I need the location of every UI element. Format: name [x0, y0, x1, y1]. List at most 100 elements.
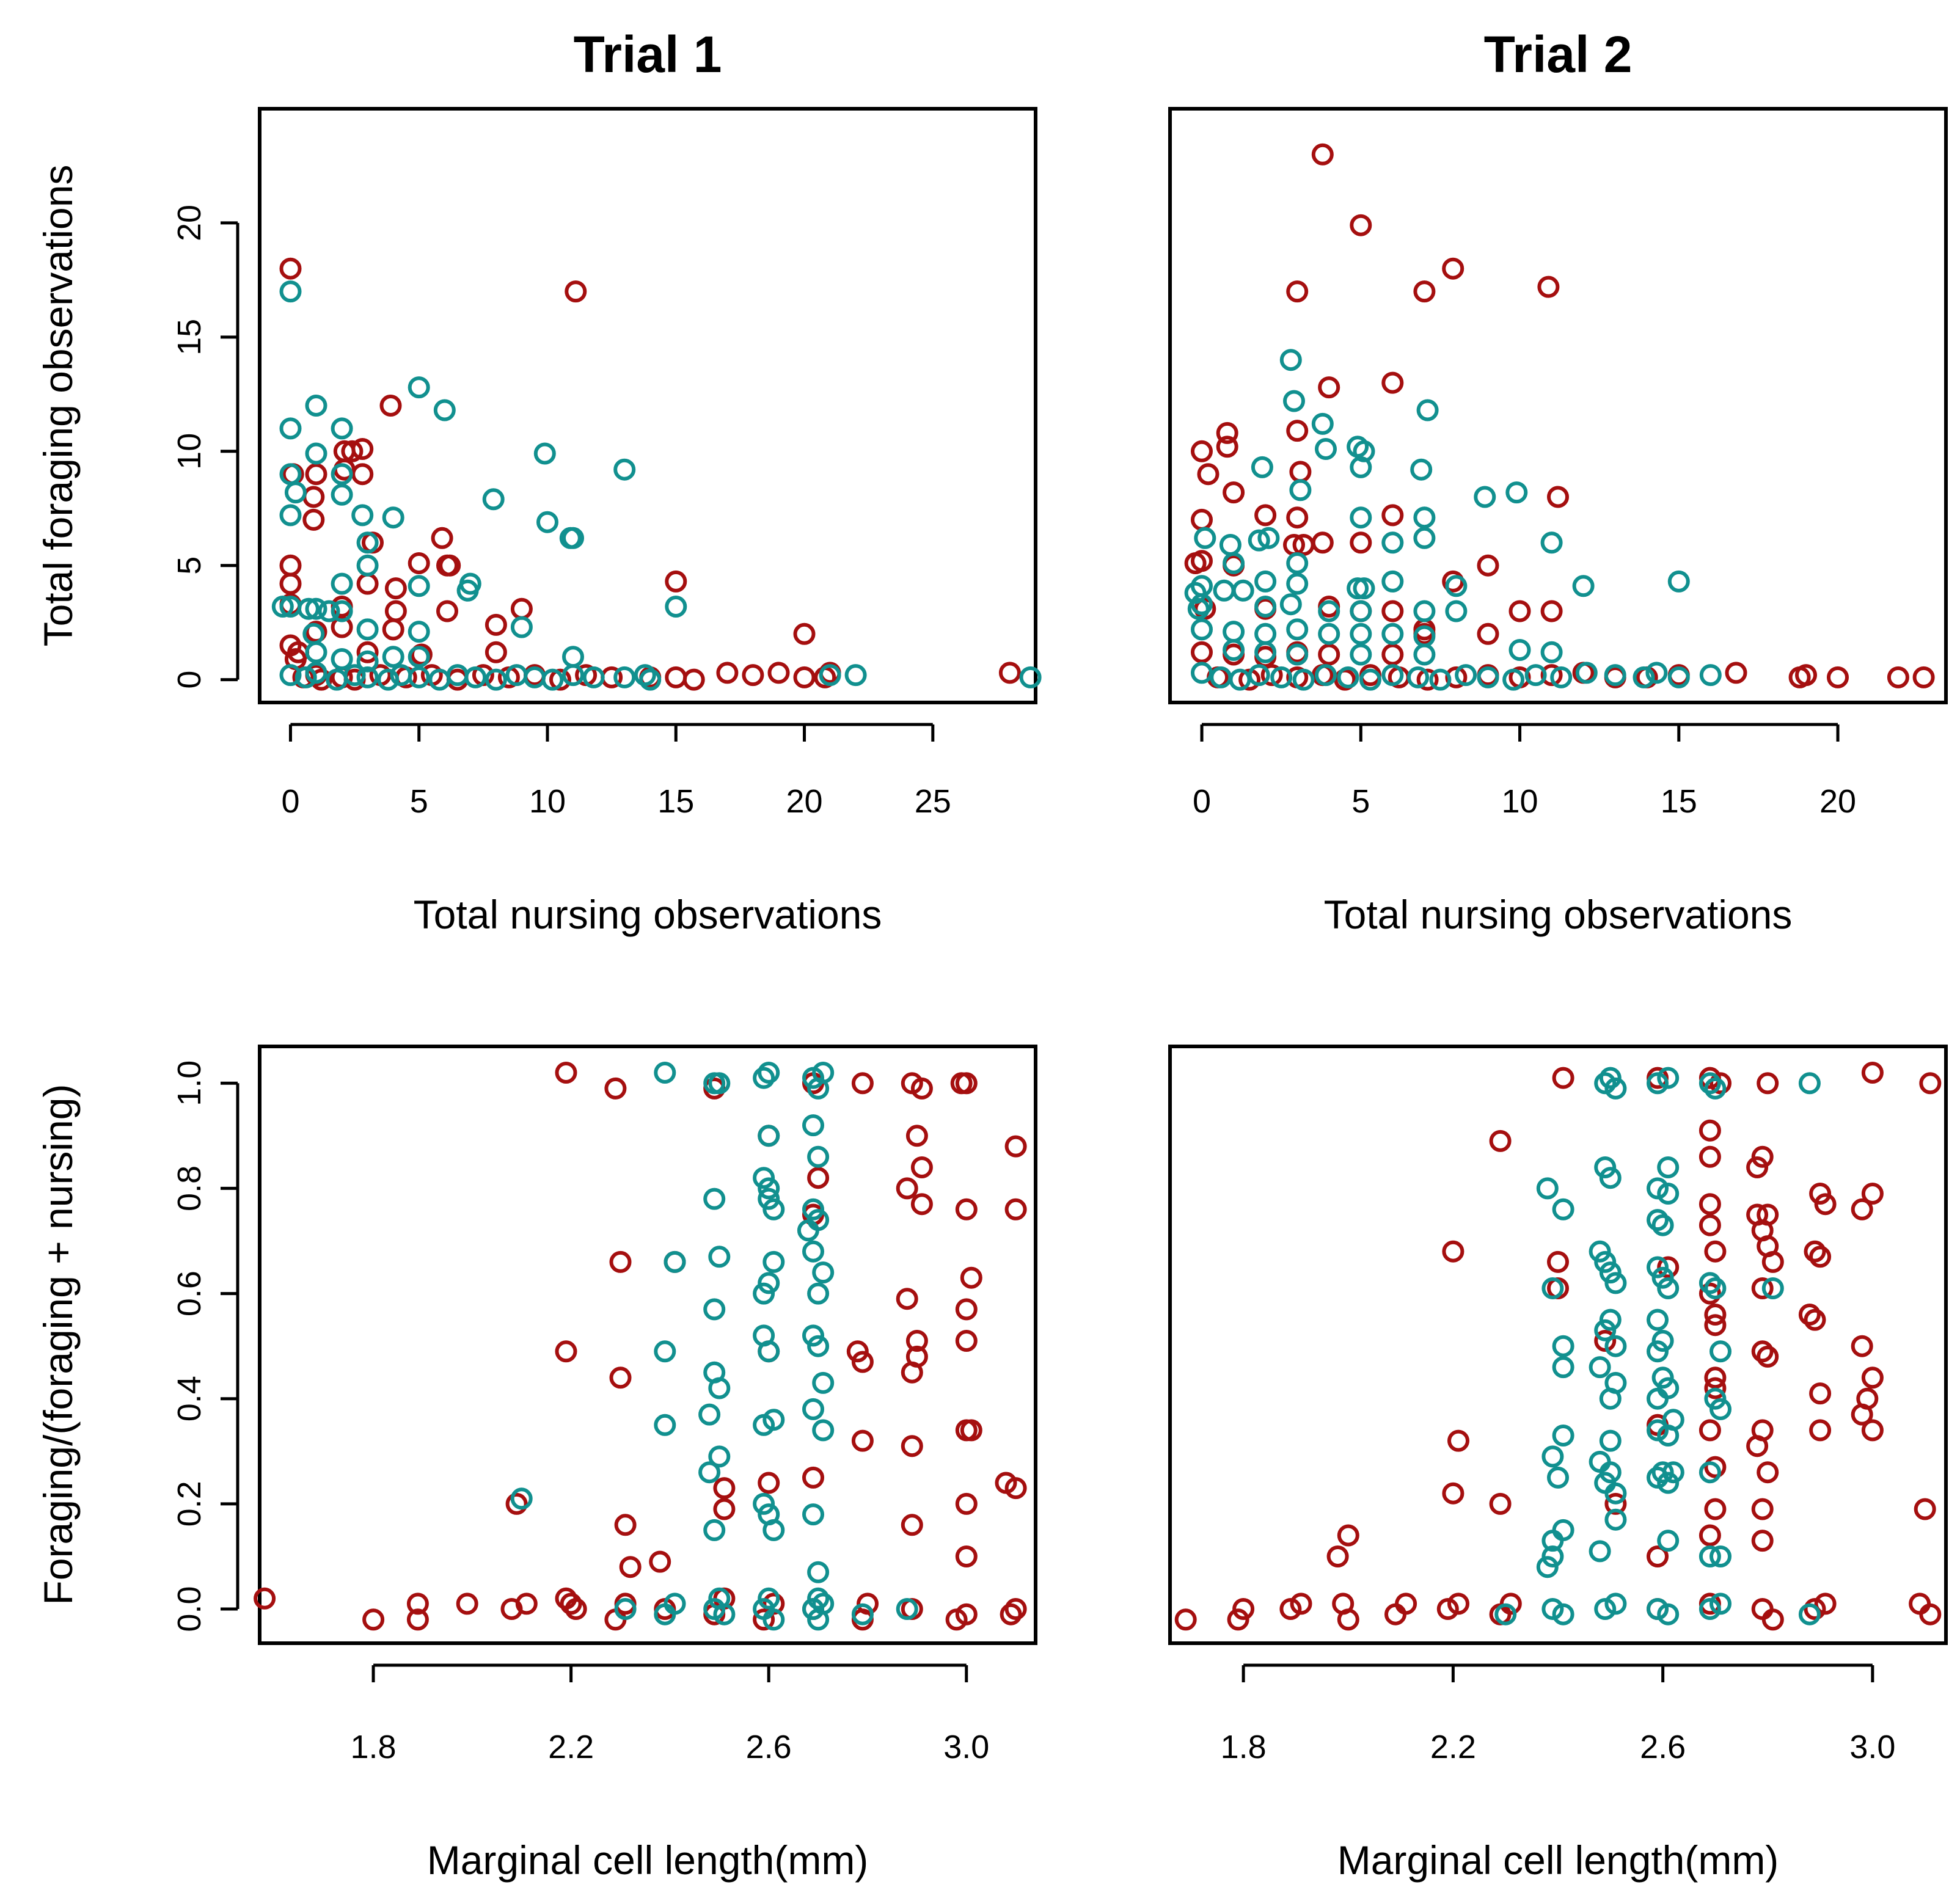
plot-frame	[1168, 1045, 1948, 1645]
data-point-red	[1395, 1593, 1417, 1615]
data-point-teal	[1704, 1077, 1727, 1100]
data-point-teal	[819, 664, 841, 687]
data-point-red	[254, 1587, 276, 1610]
data-point-red	[1751, 1340, 1774, 1363]
series-teal	[1184, 349, 1722, 691]
data-point-red	[555, 1340, 577, 1363]
data-point-teal	[284, 481, 307, 504]
data-point-red	[1861, 1183, 1884, 1205]
data-point-teal	[510, 616, 533, 638]
data-point-red	[851, 1072, 874, 1095]
data-point-teal	[1662, 1461, 1684, 1484]
data-point-red	[1216, 436, 1238, 458]
data-point-teal	[279, 664, 302, 687]
data-point-red	[1861, 1419, 1884, 1442]
data-point-teal	[1232, 579, 1254, 602]
x-tick-label: 15	[657, 783, 694, 820]
data-point-red	[1757, 1345, 1779, 1368]
data-point-teal	[1223, 621, 1245, 643]
data-point-red	[905, 1125, 928, 1147]
data-point-red	[767, 662, 790, 684]
data-point-red	[1552, 1067, 1574, 1089]
data-point-red	[1751, 1598, 1774, 1620]
data-point-teal	[1699, 1598, 1721, 1620]
data-point-red	[341, 440, 364, 462]
data-point-teal	[382, 646, 404, 668]
data-point-teal	[802, 1503, 824, 1526]
data-point-red	[793, 622, 816, 645]
data-point-teal	[762, 1519, 785, 1541]
data-point-red	[1795, 664, 1817, 687]
data-point-teal	[305, 641, 327, 663]
data-point-teal	[758, 1272, 780, 1294]
data-point-red	[1508, 600, 1531, 622]
data-point-red	[1761, 1608, 1784, 1631]
data-point-teal	[1254, 596, 1277, 618]
data-point-red	[1809, 1246, 1832, 1268]
data-point-red	[1279, 1598, 1302, 1620]
data-point-red	[1710, 1072, 1731, 1095]
data-point-red	[1286, 280, 1309, 303]
data-point-teal	[708, 1445, 731, 1468]
data-point-teal	[1647, 1419, 1669, 1442]
x-tick-label: 20	[1819, 783, 1856, 820]
data-point-teal	[1279, 349, 1302, 371]
data-point-teal	[1657, 1603, 1680, 1625]
data-point-teal	[1191, 618, 1213, 641]
x-tick-label: 20	[786, 783, 822, 820]
data-point-teal	[664, 1593, 686, 1615]
data-point-teal	[305, 442, 327, 465]
data-point-teal	[1502, 668, 1525, 691]
data-point-red	[1798, 1304, 1821, 1326]
data-point-teal	[753, 1282, 775, 1305]
data-point-teal	[1589, 1356, 1611, 1379]
data-point-teal	[279, 280, 302, 303]
data-point-teal	[408, 575, 430, 597]
data-point-red	[1699, 1193, 1721, 1216]
data-point-teal	[1541, 1530, 1564, 1552]
data-point-teal	[1350, 622, 1372, 645]
data-point-teal	[753, 1414, 775, 1436]
data-point-teal	[1350, 506, 1372, 529]
x-axis-label: Marginal cell length(mm)	[427, 1837, 869, 1883]
data-point-teal	[562, 664, 584, 687]
data-point-teal	[1550, 666, 1573, 688]
data-point-red	[362, 1608, 385, 1631]
data-point-red	[1290, 1593, 1312, 1615]
y-tick-label: 15	[171, 319, 208, 356]
data-point-red	[1004, 1598, 1027, 1620]
data-point-teal	[1594, 1250, 1617, 1273]
x-axis-label: Total nursing observations	[1324, 892, 1793, 937]
data-point-teal	[1381, 664, 1404, 687]
data-point-teal	[297, 597, 320, 620]
data-point-red	[384, 577, 407, 600]
x-tick-label: 2.6	[1640, 1729, 1686, 1765]
y-tick-label: 0.4	[171, 1376, 208, 1421]
data-point-red	[1757, 1072, 1779, 1095]
data-point-red	[1337, 1524, 1359, 1547]
data-point-red	[1861, 1366, 1884, 1389]
data-point-teal	[797, 1219, 819, 1242]
data-point-teal	[1704, 1387, 1727, 1410]
data-point-teal	[708, 1246, 731, 1268]
data-point-red	[753, 1608, 775, 1631]
data-point-red	[302, 486, 325, 508]
data-point-red	[1704, 1366, 1727, 1389]
data-point-teal	[1347, 577, 1369, 600]
data-point-red	[1699, 1145, 1721, 1168]
data-point-red	[1254, 504, 1277, 527]
data-point-teal	[1604, 1335, 1627, 1357]
data-point-teal	[1647, 1340, 1669, 1363]
data-point-red	[1286, 420, 1309, 442]
data-point-teal	[1286, 572, 1309, 595]
data-point-red	[604, 1077, 627, 1100]
data-point-teal	[1286, 552, 1309, 574]
x-tick-label: 3.0	[943, 1729, 989, 1765]
data-point-red	[1919, 1603, 1942, 1625]
data-point-teal	[1292, 668, 1315, 691]
data-point-red	[1809, 1183, 1832, 1205]
data-point-teal	[536, 511, 558, 533]
data-point-teal	[1572, 575, 1595, 597]
data-point-teal	[1662, 1409, 1684, 1431]
data-point-red	[515, 1593, 538, 1615]
